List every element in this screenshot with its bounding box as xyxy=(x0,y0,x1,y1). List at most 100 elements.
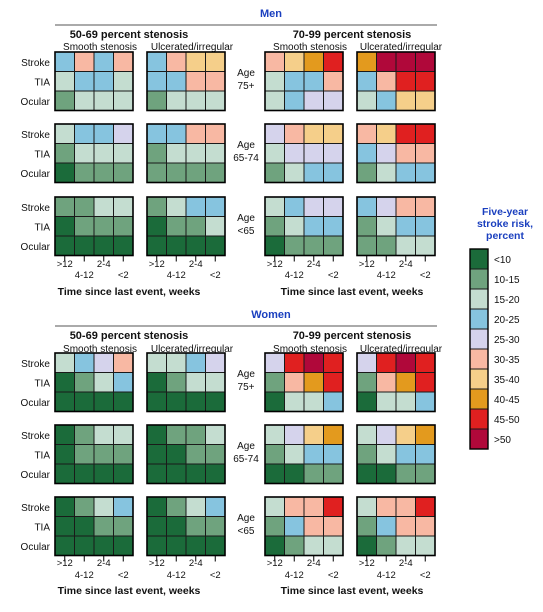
time-tick-label: 4-12 xyxy=(377,570,396,581)
heatmap-cell xyxy=(323,444,344,465)
heatmap-cell xyxy=(74,496,95,517)
time-tick-label: 4-12 xyxy=(285,270,304,281)
heatmap-cell xyxy=(323,535,344,556)
stenosis-group-title: 70-99 percent stenosis xyxy=(293,29,412,41)
heatmap-cell xyxy=(376,424,397,445)
heatmap-cell xyxy=(185,463,206,484)
time-tick-label: 2-4 xyxy=(399,259,413,270)
time-tick-label: <2 xyxy=(420,270,431,281)
heatmap-cell xyxy=(303,391,324,412)
time-tick-label: >12 xyxy=(57,558,73,569)
heatmap-cell xyxy=(415,463,436,484)
heatmap-cell xyxy=(74,444,95,465)
age-label: 65-74 xyxy=(233,153,259,164)
row-label-ocular: Ocular xyxy=(21,398,51,409)
heatmap-cell xyxy=(323,143,344,164)
heatmap-cell xyxy=(284,516,305,537)
time-tick-label: 4-12 xyxy=(75,270,94,281)
time-tick-label: 4-12 xyxy=(75,570,94,581)
legend-swatch xyxy=(469,328,489,350)
heatmap-cell xyxy=(166,196,187,217)
heatmap-cell xyxy=(54,143,75,164)
heatmap-cell xyxy=(166,463,187,484)
row-label-tia: TIA xyxy=(34,379,50,390)
row-label-stroke: Stroke xyxy=(21,58,50,69)
heatmap-cell xyxy=(54,196,75,217)
heatmap-cell xyxy=(146,535,167,556)
heatmap-cell xyxy=(356,352,377,373)
heatmap-cell xyxy=(146,51,167,72)
heatmap-cell xyxy=(395,516,416,537)
panel-border xyxy=(356,51,436,112)
heatmap-cell xyxy=(185,391,206,412)
heatmap-cell xyxy=(284,90,305,111)
heatmap-cell xyxy=(54,496,75,517)
panel-border xyxy=(54,196,134,257)
legend-label: 35-40 xyxy=(494,375,520,386)
age-label: Age xyxy=(237,441,255,452)
heatmap-cell xyxy=(146,463,167,484)
heatmap-cell xyxy=(93,90,114,111)
heatmap-cell xyxy=(323,391,344,412)
heatmap-cell xyxy=(166,496,187,517)
heatmap-cell xyxy=(205,143,226,164)
heatmap-cell xyxy=(264,51,285,72)
heatmap-cell xyxy=(323,196,344,217)
heatmap-cell xyxy=(323,216,344,237)
heatmap-cell xyxy=(113,123,134,144)
heatmap-cell xyxy=(323,372,344,393)
panel-border xyxy=(264,496,344,557)
heatmap-cell xyxy=(166,235,187,256)
heatmap-cell xyxy=(54,535,75,556)
heatmap-cell xyxy=(415,424,436,445)
heatmap-cell xyxy=(264,71,285,92)
heatmap-cell xyxy=(264,372,285,393)
heatmap-cell xyxy=(323,123,344,144)
legend-swatch xyxy=(469,268,489,290)
heatmap-cell xyxy=(146,143,167,164)
plaque-type-title: Smooth stenosis xyxy=(63,42,137,53)
panel-border xyxy=(356,424,436,485)
heatmap-cell xyxy=(54,424,75,445)
heatmap-cell xyxy=(185,352,206,373)
panel-border xyxy=(146,496,226,557)
heatmap-cell xyxy=(54,123,75,144)
heatmap-cell xyxy=(415,71,436,92)
heatmap-cell xyxy=(356,196,377,217)
heatmap-cell xyxy=(74,90,95,111)
row-label-ocular: Ocular xyxy=(21,470,51,481)
heatmap-cell xyxy=(303,352,324,373)
heatmap-cell xyxy=(185,143,206,164)
heatmap-cell xyxy=(376,196,397,217)
time-tick-label: <2 xyxy=(210,570,221,581)
heatmap-cell xyxy=(205,216,226,237)
heatmap-cell xyxy=(356,235,377,256)
heatmap-cell xyxy=(356,391,377,412)
heatmap-cell xyxy=(284,372,305,393)
heatmap-cell xyxy=(395,424,416,445)
heatmap-cell xyxy=(54,352,75,373)
heatmap-cell xyxy=(284,216,305,237)
panel-border xyxy=(146,196,226,257)
heatmap-cell xyxy=(303,162,324,183)
heatmap-cell xyxy=(264,123,285,144)
legend-title: percent xyxy=(486,230,524,242)
heatmap-cell xyxy=(323,424,344,445)
heatmap-cell xyxy=(264,391,285,412)
heatmap-cell xyxy=(395,216,416,237)
heatmap-cell xyxy=(54,235,75,256)
heatmap-cell xyxy=(395,90,416,111)
time-tick-label: <2 xyxy=(118,570,129,581)
panel-border xyxy=(356,196,436,257)
legend-title: stroke risk, xyxy=(477,218,533,230)
heatmap-cell xyxy=(113,216,134,237)
heatmap-cell xyxy=(264,162,285,183)
heatmap-cell xyxy=(376,352,397,373)
heatmap-cell xyxy=(356,372,377,393)
heatmap-cell xyxy=(74,71,95,92)
heatmap-cell xyxy=(415,216,436,237)
panel-border xyxy=(264,123,344,184)
heatmap-cell xyxy=(356,162,377,183)
heatmap-cell xyxy=(146,71,167,92)
age-label: <65 xyxy=(238,226,255,237)
